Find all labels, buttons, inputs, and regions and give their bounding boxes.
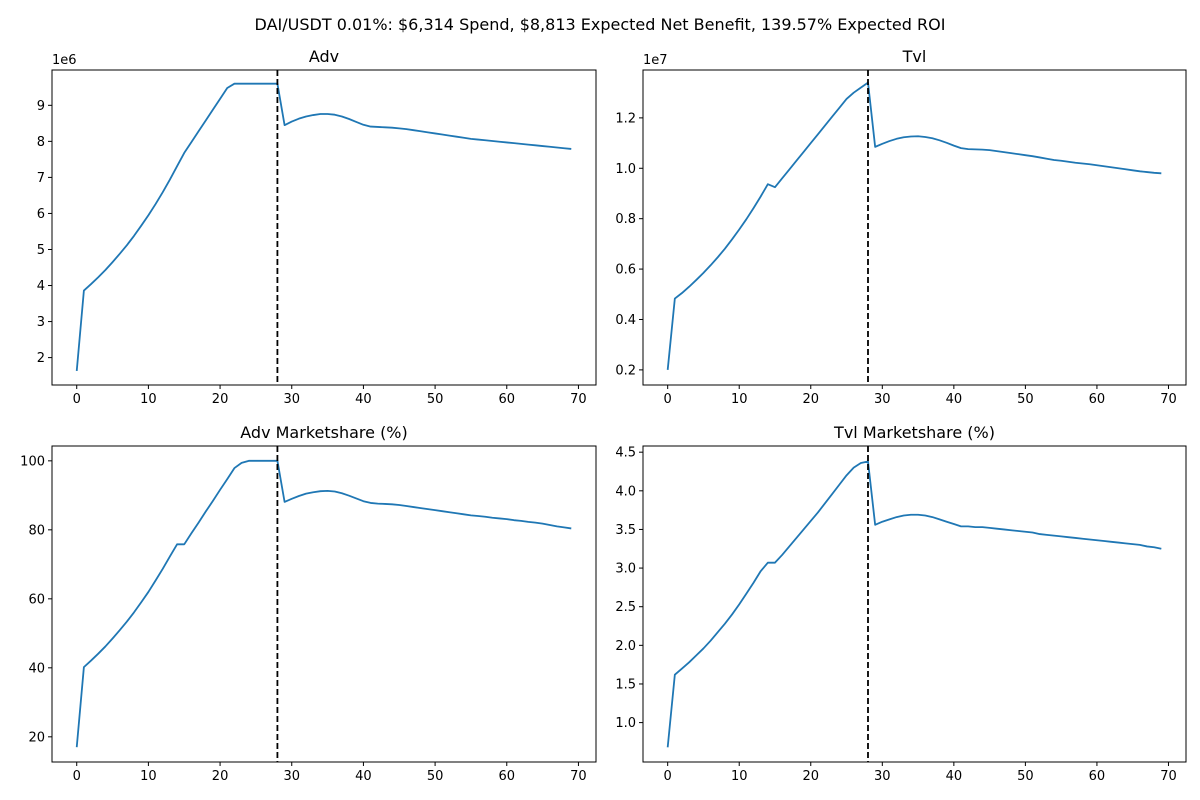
y-tick-label: 5: [37, 243, 45, 258]
x-tick-label: 40: [355, 392, 372, 407]
y-tick-label: 3.0: [615, 562, 636, 577]
y-axis-offset-label: 1e7: [643, 53, 668, 68]
x-tick-label: 20: [212, 392, 229, 407]
panel-title: Tvl: [902, 47, 927, 66]
x-axis: 0 10 20 30 40 50 60 70: [664, 762, 1177, 784]
y-tick-label: 2.5: [615, 600, 636, 615]
x-tick-label: 40: [946, 392, 963, 407]
x-tick-label: 10: [731, 769, 748, 784]
panel-title: Adv: [309, 47, 339, 66]
y-tick-label: 8: [37, 135, 45, 150]
x-tick-label: 10: [140, 392, 157, 407]
panel-adv-marketshare: 0 10 20 30 40 50 60 70 20 40 60 80 100 Adv Marketshar…: [20, 423, 597, 784]
axes-frame: [51, 445, 597, 763]
y-axis: 0.2 0.4 0.6 0.8 1.0 1.2: [615, 111, 643, 378]
y-tick-label: 0.8: [615, 212, 636, 227]
panel-title: Adv Marketshare (%): [240, 423, 408, 442]
y-tick-label: 1.2: [615, 111, 636, 126]
y-tick-label: 20: [28, 730, 45, 745]
y-axis: 2 3 4 5 6 7 8 9: [37, 99, 52, 366]
x-tick-label: 70: [570, 769, 587, 784]
panel-title: Tvl Marketshare (%): [833, 423, 995, 442]
series-line: [75, 82, 572, 372]
x-tick-label: 0: [664, 392, 672, 407]
x-tick-label: 50: [427, 392, 444, 407]
y-tick-label: 40: [28, 661, 45, 676]
x-tick-label: 0: [73, 769, 81, 784]
axes-frame: [51, 69, 597, 386]
x-tick-label: 40: [946, 769, 963, 784]
x-axis: 0 10 20 30 40 50 60 70: [73, 762, 587, 784]
x-axis: 0 10 20 30 40 50 60 70: [73, 385, 587, 407]
y-tick-label: 9: [37, 99, 45, 114]
y-axis-offset-label: 1e6: [52, 53, 77, 68]
series-line: [75, 459, 572, 748]
series-line: [666, 460, 1162, 748]
y-tick-label: 80: [28, 523, 45, 538]
x-tick-label: 10: [140, 769, 157, 784]
x-axis: 0 10 20 30 40 50 60 70: [664, 385, 1177, 407]
axes-frame: [642, 445, 1187, 763]
figure-suptitle: DAI/USDT 0.01%: $6,314 Spend, $8,813 Exp…: [255, 15, 946, 34]
y-tick-label: 0.4: [615, 313, 636, 328]
y-tick-label: 3: [37, 315, 45, 330]
panel-tvl-marketshare: 0 10 20 30 40 50 60 70 1.0 1.5 2.0 2.5 3.0 3.5 4.0 4.5 T…: [615, 423, 1187, 784]
y-tick-label: 0.2: [615, 363, 636, 378]
x-tick-label: 20: [802, 392, 819, 407]
x-tick-label: 60: [1089, 392, 1106, 407]
x-tick-label: 70: [1160, 769, 1177, 784]
y-tick-label: 2.0: [615, 639, 636, 654]
y-tick-label: 2: [37, 351, 45, 366]
series-line: [666, 81, 1162, 370]
x-tick-label: 30: [283, 769, 300, 784]
y-tick-label: 4.0: [615, 484, 636, 499]
x-tick-label: 50: [427, 769, 444, 784]
y-axis: 20 40 60 80 100: [20, 454, 52, 745]
x-tick-label: 50: [1017, 392, 1034, 407]
x-tick-label: 70: [570, 392, 587, 407]
x-tick-label: 60: [498, 769, 515, 784]
y-tick-label: 3.5: [615, 523, 636, 538]
x-tick-label: 20: [212, 769, 229, 784]
y-tick-label: 1.0: [615, 716, 636, 731]
y-tick-label: 1.5: [615, 677, 636, 692]
y-tick-label: 0.6: [615, 263, 636, 278]
x-tick-label: 0: [73, 392, 81, 407]
x-tick-label: 30: [283, 392, 300, 407]
x-tick-label: 30: [874, 769, 891, 784]
x-tick-label: 0: [664, 769, 672, 784]
x-tick-label: 60: [498, 392, 515, 407]
axes-frame: [642, 69, 1187, 386]
panel-tvl: 0 10 20 30 40 50 60 70 0.2 0.4 0.6 0.8 1.0 1.2 1e7 Tvl: [615, 47, 1187, 407]
x-tick-label: 20: [802, 769, 819, 784]
y-tick-label: 6: [37, 207, 45, 222]
x-tick-label: 40: [355, 769, 372, 784]
y-tick-label: 100: [20, 454, 45, 469]
x-tick-label: 60: [1089, 769, 1106, 784]
x-tick-label: 10: [731, 392, 748, 407]
y-tick-label: 60: [28, 592, 45, 607]
y-tick-label: 4: [37, 279, 45, 294]
y-tick-label: 1.0: [615, 162, 636, 177]
y-tick-label: 7: [37, 171, 45, 186]
panel-adv: 0 10 20 30 40 50 60 70 2 3 4 5 6 7 8 9 1e6 Adv: [37, 47, 597, 407]
y-tick-label: 4.5: [615, 446, 636, 461]
x-tick-label: 70: [1160, 392, 1177, 407]
x-tick-label: 50: [1017, 769, 1034, 784]
y-axis: 1.0 1.5 2.0 2.5 3.0 3.5 4.0 4.5: [615, 446, 643, 731]
x-tick-label: 30: [874, 392, 891, 407]
